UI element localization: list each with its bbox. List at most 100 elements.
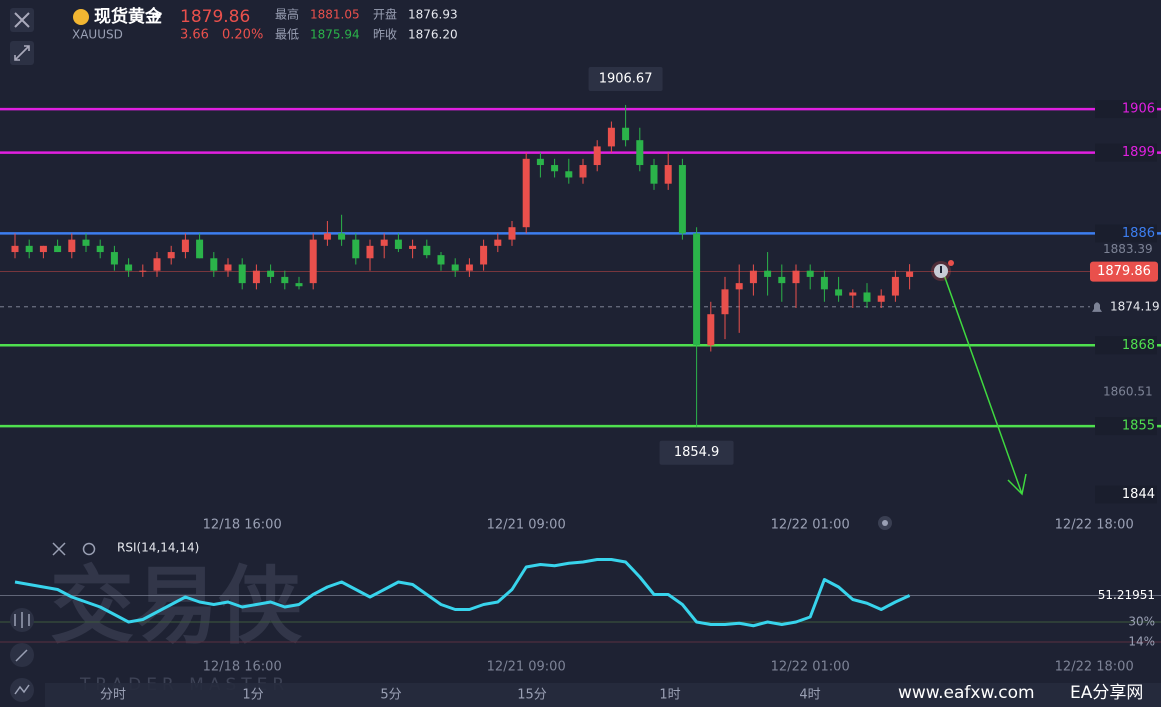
collapse-icon [14, 45, 30, 61]
high-label: 最高 [275, 7, 299, 22]
candle-body [536, 158, 544, 166]
alert-label: 1874.19 [1110, 299, 1160, 313]
y-tick-label: 1883.39 [1103, 242, 1153, 256]
level-label: 1886 [1122, 226, 1155, 241]
timeframe-button[interactable]: 15分 [517, 688, 547, 703]
x-tick-label: 12/22 01:00 [771, 518, 850, 533]
candle-body [636, 140, 644, 166]
rsi-tick-label: 30% [1128, 615, 1155, 629]
candle-body [352, 239, 360, 259]
candle-body [125, 264, 133, 271]
timeframe-button[interactable]: 5分 [380, 688, 401, 703]
candle-body [508, 227, 516, 240]
open-value: 1876.93 [408, 8, 458, 22]
timeframe-button[interactable]: 分时 [100, 688, 126, 703]
candle-body [650, 165, 658, 184]
candle-body [593, 146, 601, 166]
symbol-name[interactable]: 现货黄金 [94, 6, 163, 27]
candle-body [139, 270, 147, 272]
candle-body [238, 264, 246, 284]
dropdown-caret[interactable] [154, 14, 162, 19]
candle-body [437, 255, 445, 265]
level-tag [1095, 417, 1157, 436]
timeframe-button[interactable]: 1时 [659, 688, 680, 703]
gold-icon [73, 9, 89, 25]
candle-body [622, 127, 630, 141]
candle-body [906, 271, 914, 277]
price-change: 3.66 [180, 28, 209, 43]
site-name: EA分享网 [1070, 683, 1143, 703]
indicator-name: RSI(14,14,14) [117, 541, 199, 555]
price-change-pct: 0.20% [222, 28, 263, 43]
rsi-close[interactable] [52, 542, 66, 556]
candle-body [25, 245, 33, 253]
x-tick-label: 12/21 09:00 [487, 518, 566, 533]
timeframe-bar: 分时 1分 5分 15分 1时 4时 [100, 688, 821, 703]
candle-body [338, 233, 346, 240]
candle-body [579, 165, 587, 178]
candle-body [366, 245, 374, 259]
open-label: 开盘 [373, 7, 397, 22]
candle-body [721, 289, 729, 315]
rsi-line [14, 558, 911, 628]
candle-body [82, 239, 90, 246]
candle-body [707, 314, 715, 346]
last-price-tag [1090, 261, 1158, 282]
candle-body [863, 292, 871, 302]
candle-body [494, 239, 502, 246]
candle-body [295, 283, 303, 287]
candle-body [480, 245, 488, 265]
level-label: 1868 [1122, 338, 1155, 353]
candle-body [891, 276, 899, 296]
brand-watermark: 交易侠 [50, 557, 303, 655]
candle-body [764, 270, 772, 277]
extreme-label: 1906.67 [599, 71, 653, 86]
timeframe-button[interactable]: 4时 [799, 688, 820, 703]
low-value: 1875.94 [310, 28, 360, 42]
toolbar [45, 683, 1161, 707]
candle-body [181, 239, 189, 253]
candle-body [551, 165, 559, 172]
rsi-settings[interactable] [82, 542, 96, 556]
candle-body [693, 233, 701, 346]
candle-body [210, 258, 218, 271]
candle-body [806, 270, 814, 277]
price-chart: 1883.39 1860.51 12/18 16:00 12/21 09:00 12/2… [0, 66, 1161, 675]
candle-body [749, 270, 757, 284]
candle-body [522, 158, 530, 228]
candle-body [110, 252, 118, 265]
candle-body [153, 258, 161, 271]
site-url: www.eafxw.com [898, 683, 1035, 703]
high-value: 1881.05 [310, 8, 360, 22]
level-label: 1899 [1122, 145, 1155, 160]
last-price: 1879.86 [180, 7, 250, 27]
close-icon [14, 12, 30, 28]
alert-bell [1092, 302, 1102, 312]
symbol-code: XAUUSD [72, 28, 123, 42]
x-tick-label: 12/22 18:00 [1055, 518, 1134, 533]
timeframe-button[interactable]: 1分 [242, 688, 263, 703]
candle-body [224, 264, 232, 271]
extreme-tag [588, 66, 663, 91]
candle-body [394, 239, 402, 249]
candle-body [607, 127, 615, 147]
candle-body [68, 239, 76, 253]
rsi-value-label: 51.21951 [1098, 588, 1155, 602]
x-tick-label: 12/22 18:00 [1055, 660, 1134, 675]
tool-icons [14, 612, 30, 695]
level-tag [1095, 143, 1157, 162]
last-price-label: 1879.86 [1097, 264, 1151, 279]
candle-body [835, 289, 843, 296]
x-tick-label: 12/18 16:00 [203, 660, 282, 675]
y-tick-label: 1860.51 [1103, 384, 1153, 398]
x-tick-label: 12/21 09:00 [487, 660, 566, 675]
x-tick-label: 12/18 16:00 [203, 518, 282, 533]
trend-arrow [942, 271, 1027, 496]
scroll-dot [882, 520, 888, 526]
level-tag [1095, 485, 1157, 504]
candle-body [39, 245, 47, 253]
candle-body [196, 239, 204, 259]
candle-body [309, 239, 317, 284]
